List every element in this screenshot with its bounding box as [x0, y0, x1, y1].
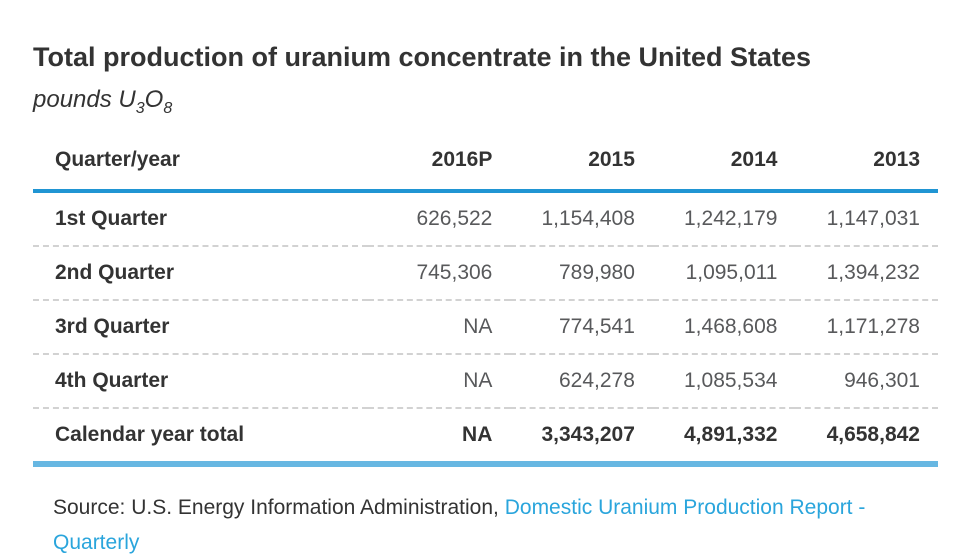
cell-value: 1,147,031 [826, 207, 920, 230]
cell-value: NA [462, 423, 493, 446]
row-label-total: Calendar year total [55, 423, 245, 446]
cell-value: 1,468,608 [684, 315, 778, 338]
cell-value: 1,171,278 [826, 315, 920, 338]
cell-value: 1,085,534 [684, 369, 778, 392]
cell-value: 626,522 [416, 207, 493, 230]
source-link[interactable]: Domestic Uranium Production Report - Qua… [53, 496, 866, 554]
row-label: 4th Quarter [55, 369, 169, 392]
cell-value: 774,541 [558, 315, 635, 338]
page-subtitle: pounds U3O8 [33, 86, 940, 117]
subtitle-subscript-3: 3 [135, 99, 145, 117]
row-label: 3rd Quarter [55, 315, 170, 338]
cell-value: 1,394,232 [826, 261, 920, 284]
cell-value: 3,343,207 [541, 423, 635, 446]
table-row: 2nd Quarter 745,306 789,980 1,095,011 1,… [33, 246, 938, 300]
table-row: 3rd Quarter NA 774,541 1,468,608 1,171,2… [33, 300, 938, 354]
cell-value: 624,278 [558, 369, 635, 392]
table-row-total: Calendar year total NA 3,343,207 4,891,3… [33, 408, 938, 464]
header-row: Quarter/year 2016P 2015 2014 2013 [33, 138, 938, 193]
source-attribution: Source: U.S. Energy Information Administ… [53, 496, 505, 519]
column-header-2014: 2014 [652, 138, 796, 193]
cell-value: 745,306 [416, 261, 493, 284]
cell-value: 1,095,011 [685, 261, 778, 284]
cell-value: NA [463, 315, 493, 338]
source-text: Source: U.S. Energy Information Administ… [53, 491, 933, 559]
cell-value: 1,242,179 [684, 207, 778, 230]
row-label: 2nd Quarter [55, 261, 175, 284]
cell-value: 4,891,332 [684, 423, 778, 446]
cell-value: 789,980 [558, 261, 635, 284]
table-row: 4th Quarter NA 624,278 1,085,534 946,301 [33, 354, 938, 408]
row-label: 1st Quarter [55, 207, 168, 230]
subtitle-subscript-8: 8 [163, 99, 173, 117]
column-header-2013: 2013 [795, 138, 938, 193]
cell-value: NA [463, 369, 493, 392]
page-title: Total production of uranium concentrate … [33, 42, 812, 72]
cell-value: 946,301 [844, 369, 920, 392]
subtitle-units-text: pounds U [33, 86, 136, 113]
column-header-quarter-year: Quarter/year [33, 138, 368, 193]
table-row: 1st Quarter 626,522 1,154,408 1,242,179 … [33, 191, 938, 246]
subtitle-element-o: O [144, 86, 164, 113]
column-header-2016p: 2016P [367, 138, 511, 193]
cell-value: 4,658,842 [826, 423, 920, 446]
cell-value: 1,154,408 [541, 207, 635, 230]
production-table: Quarter/year 2016P 2015 2014 2013 1st Qu… [33, 138, 938, 467]
column-header-2015: 2015 [510, 138, 653, 193]
